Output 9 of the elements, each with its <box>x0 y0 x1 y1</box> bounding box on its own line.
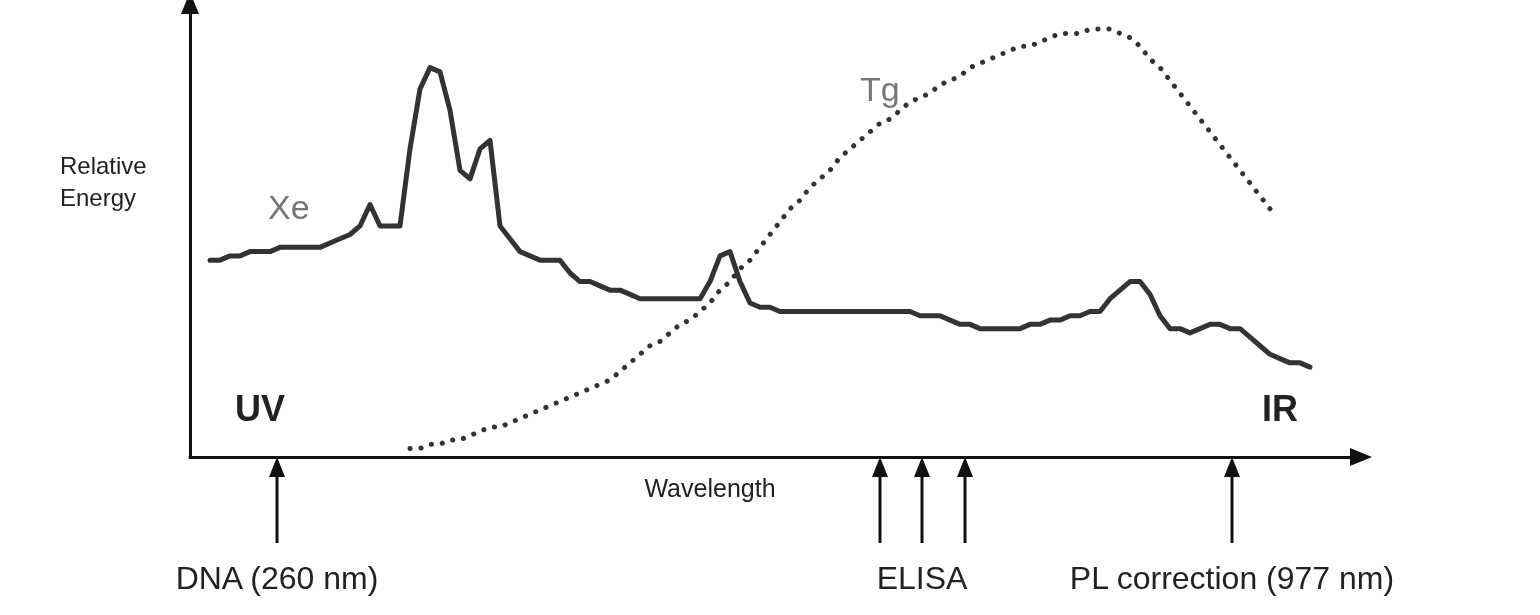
text: ELISA <box>876 560 968 596</box>
series-label: Tg <box>860 70 900 108</box>
annotation: UV <box>235 388 286 429</box>
text: PL correction (977 nm) <box>1069 560 1395 596</box>
annotation: IR <box>1262 388 1298 429</box>
x-axis-title: Wavelength <box>644 474 776 502</box>
y-axis-title: Relative Energy <box>60 152 147 211</box>
text: DNA (260 nm) <box>175 560 379 596</box>
series-label: Xe <box>268 188 310 226</box>
